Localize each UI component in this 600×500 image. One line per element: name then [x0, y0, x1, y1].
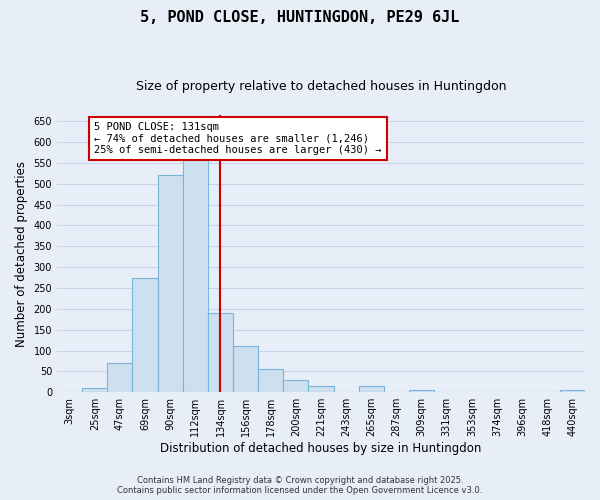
Bar: [409, 390, 434, 392]
Bar: [359, 386, 384, 392]
Bar: [183, 152, 208, 392]
X-axis label: Distribution of detached houses by size in Huntingdon: Distribution of detached houses by size …: [160, 442, 482, 455]
Bar: [233, 346, 258, 392]
Y-axis label: Number of detached properties: Number of detached properties: [15, 160, 28, 346]
Bar: [133, 278, 158, 392]
Bar: [107, 363, 133, 392]
Title: Size of property relative to detached houses in Huntingdon: Size of property relative to detached ho…: [136, 80, 506, 93]
Text: Contains HM Land Registry data © Crown copyright and database right 2025.
Contai: Contains HM Land Registry data © Crown c…: [118, 476, 482, 495]
Text: 5 POND CLOSE: 131sqm
← 74% of detached houses are smaller (1,246)
25% of semi-de: 5 POND CLOSE: 131sqm ← 74% of detached h…: [94, 122, 382, 155]
Text: 5, POND CLOSE, HUNTINGDON, PE29 6JL: 5, POND CLOSE, HUNTINGDON, PE29 6JL: [140, 10, 460, 25]
Bar: [308, 386, 334, 392]
Bar: [283, 380, 308, 392]
Bar: [82, 388, 107, 392]
Bar: [158, 176, 183, 392]
Bar: [560, 390, 585, 392]
Bar: [208, 313, 233, 392]
Bar: [258, 370, 283, 392]
